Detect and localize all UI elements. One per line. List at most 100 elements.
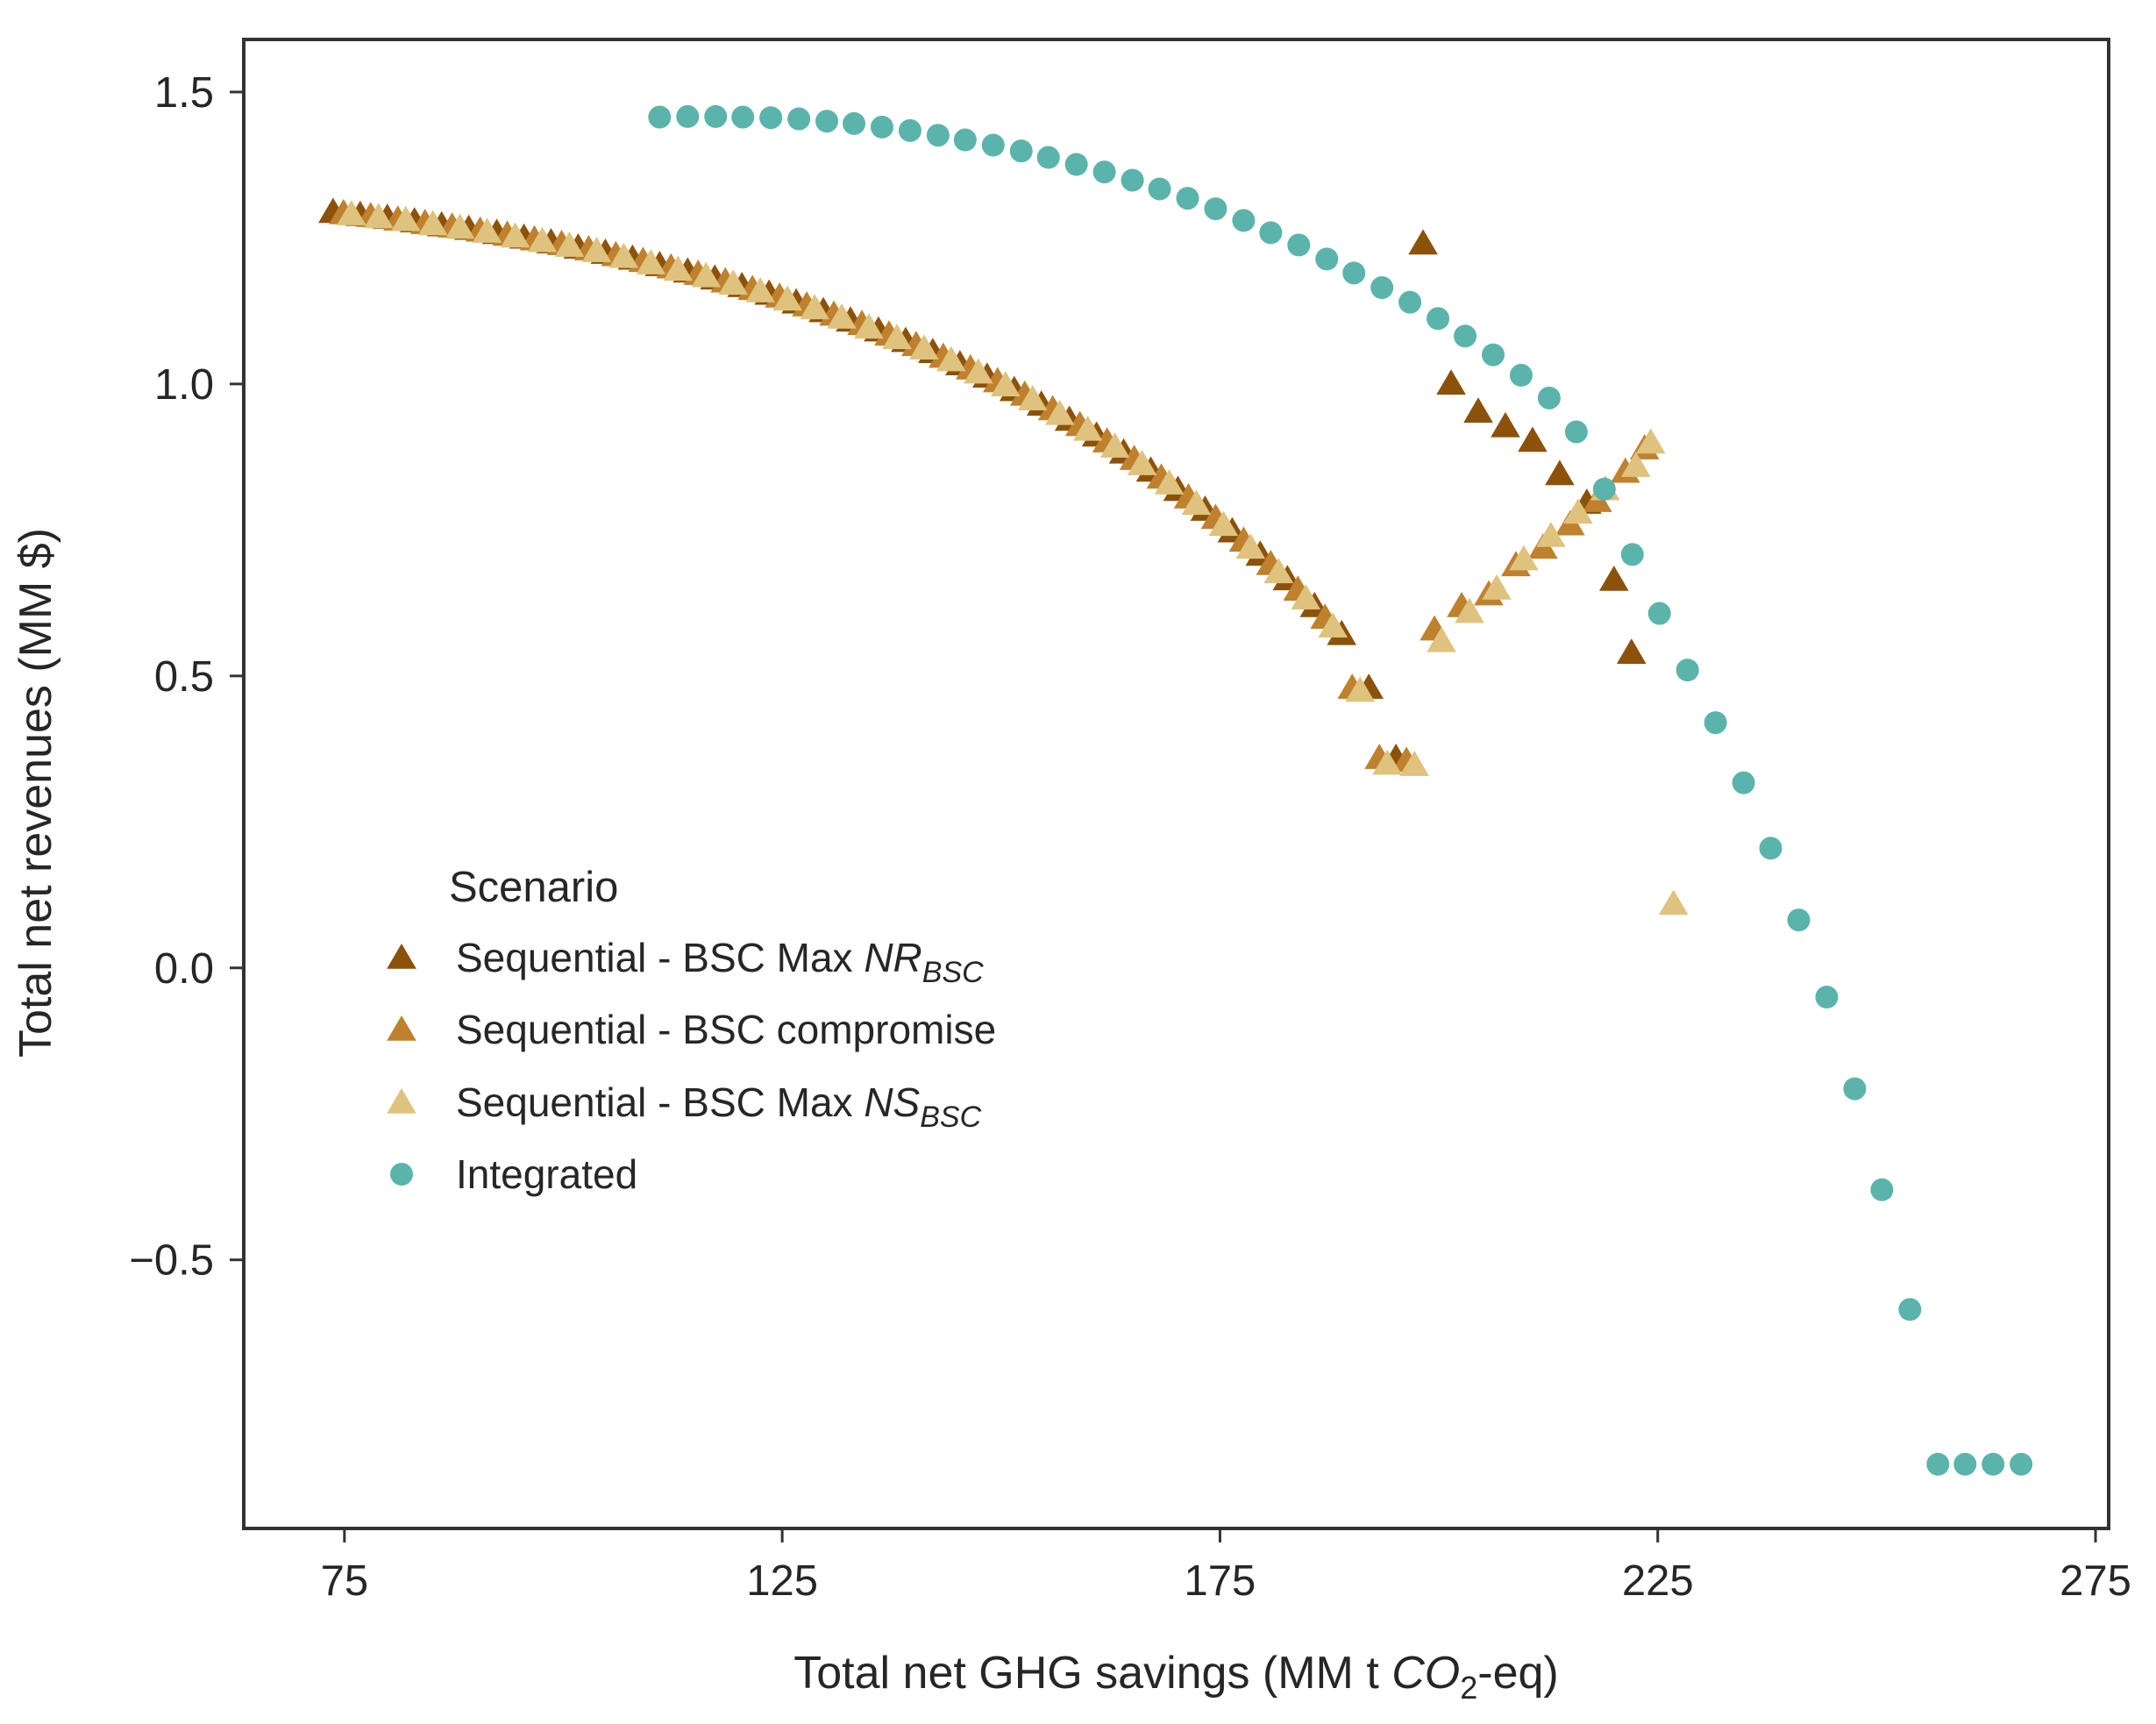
data-point <box>990 371 1021 397</box>
legend-label: Sequential - BSC Max NRBSC <box>456 935 984 989</box>
legend: Scenario Sequential - BSC Max NRBSCSeque… <box>387 864 996 1197</box>
x-axis-label-post: -eq) <box>1477 1648 1558 1699</box>
data-point <box>1564 420 1588 444</box>
data-point <box>1154 469 1185 495</box>
data-point <box>1926 1452 1950 1476</box>
legend-label: Sequential - BSC compromise <box>456 1007 996 1052</box>
y-tick-label: 1.0 <box>154 361 214 409</box>
data-point <box>648 105 672 129</box>
data-point <box>1676 659 1699 682</box>
data-point <box>1509 545 1539 571</box>
legend-entries: Sequential - BSC Max NRBSC Sequential - B… <box>387 935 996 1197</box>
data-point <box>1072 415 1103 441</box>
data-point <box>1235 533 1266 559</box>
data-point <box>1259 221 1283 245</box>
data-point <box>909 334 939 360</box>
data-point <box>1491 411 1520 438</box>
legend-marker <box>387 1088 416 1114</box>
plot-frame <box>242 38 2110 1530</box>
data-point <box>1620 452 1651 477</box>
data-point <box>926 124 950 147</box>
data-point <box>1843 1077 1867 1101</box>
data-point <box>1181 489 1212 516</box>
data-point <box>1036 146 1060 169</box>
data-point <box>953 128 977 152</box>
data-point <box>800 294 829 320</box>
data-point <box>1598 565 1629 591</box>
data-point <box>882 324 912 350</box>
data-point <box>854 313 884 339</box>
data-point <box>581 237 612 262</box>
data-point <box>472 217 502 243</box>
y-axis-ticks: 1.5 1.0 0.5 0.0 −0.5 <box>129 69 244 1285</box>
data-point <box>1176 187 1199 210</box>
y-tick-label: 0.5 <box>154 653 214 701</box>
data-point <box>1481 343 1505 367</box>
data-point <box>1263 558 1294 584</box>
x-tick-label: 125 <box>746 1557 818 1605</box>
series-1 <box>318 197 1647 769</box>
data-point <box>1398 290 1422 314</box>
data-point <box>745 276 775 303</box>
data-point <box>1635 428 1666 454</box>
series-2 <box>329 198 1660 773</box>
data-point <box>1204 197 1227 221</box>
data-point <box>676 104 700 128</box>
legend-title: Scenario <box>449 864 618 911</box>
data-point <box>500 222 530 248</box>
x-axis-label: Total net GHG savings (MM t CO2-eq) <box>793 1648 1558 1706</box>
y-tick-label: −0.5 <box>129 1237 214 1285</box>
data-point <box>636 249 666 274</box>
data-point <box>1092 160 1116 184</box>
data-point <box>1620 543 1644 566</box>
data-point <box>390 205 421 232</box>
data-point <box>1704 711 1727 735</box>
data-point <box>759 106 783 130</box>
data-point <box>1537 386 1561 410</box>
data-point <box>1427 626 1456 652</box>
data-point <box>1592 477 1616 501</box>
data-point <box>445 213 475 239</box>
legend-label: Integrated <box>456 1151 637 1197</box>
data-point <box>1408 229 1438 255</box>
data-point <box>1345 676 1376 702</box>
x-axis-label-math: CO <box>1391 1648 1460 1699</box>
x-tick-label: 275 <box>2060 1557 2131 1605</box>
data-point <box>1463 397 1493 423</box>
data-point <box>363 203 394 229</box>
data-point <box>787 107 811 131</box>
data-point <box>1232 209 1256 232</box>
data-point <box>1616 638 1647 664</box>
data-point <box>337 200 366 225</box>
series-3 <box>337 200 1689 915</box>
data-point <box>1982 1452 2005 1476</box>
data-point <box>1455 597 1484 623</box>
legend-marker <box>387 1015 416 1041</box>
data-point <box>1208 510 1239 537</box>
data-marks <box>318 104 2033 1476</box>
data-point <box>870 115 893 139</box>
data-point <box>718 269 749 296</box>
data-point <box>1536 522 1566 547</box>
data-point <box>731 105 755 129</box>
data-point <box>1658 889 1689 915</box>
data-point <box>1953 1452 1977 1476</box>
data-point <box>1759 837 1782 860</box>
data-point <box>1427 307 1450 331</box>
data-point <box>1017 385 1048 410</box>
data-point <box>1342 261 1366 285</box>
data-point <box>1287 233 1311 257</box>
data-point <box>1482 573 1512 600</box>
x-axis-ticks: 75 125 175 225 275 <box>321 1528 2131 1605</box>
y-tick-label: 0.0 <box>154 945 214 993</box>
data-point <box>1436 369 1466 395</box>
data-point <box>1370 276 1394 299</box>
data-point <box>1563 498 1593 524</box>
data-point <box>1064 153 1088 176</box>
data-point <box>1399 751 1429 776</box>
y-tick-label: 1.5 <box>154 69 214 117</box>
data-point <box>898 118 921 142</box>
series-4 <box>648 104 2033 1476</box>
